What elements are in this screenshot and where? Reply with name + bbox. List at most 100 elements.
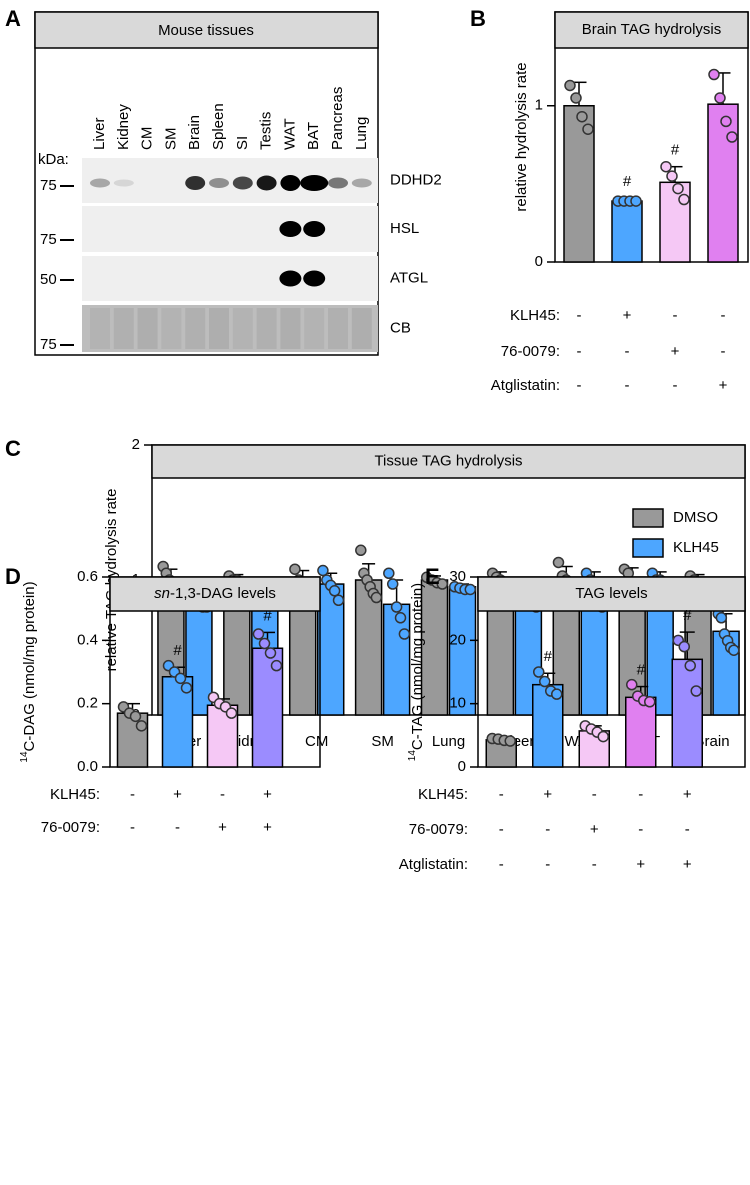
panel-letter: C xyxy=(5,436,21,461)
lane-stain xyxy=(328,308,348,349)
marker-label: 50 xyxy=(40,271,57,288)
lane-label: Brain xyxy=(186,115,203,150)
treatment-sign: + xyxy=(636,856,645,873)
treatment-name: 76-0079: xyxy=(501,343,560,360)
data-point xyxy=(728,644,740,656)
lane-label: SM xyxy=(162,128,179,151)
y-tick-label: 0.4 xyxy=(77,631,98,648)
lane-label: BAT xyxy=(305,122,322,150)
treatment-sign: + xyxy=(543,786,552,803)
legend-label: DMSO xyxy=(673,509,718,526)
panel-title: Mouse tissues xyxy=(158,22,254,39)
significance-mark: # xyxy=(683,607,692,624)
treatment-sign: - xyxy=(175,819,180,836)
lane-label: Kidney xyxy=(115,104,132,150)
data-point xyxy=(714,92,726,104)
data-point xyxy=(570,92,582,104)
treatment-sign: - xyxy=(577,377,582,394)
data-point xyxy=(539,675,551,688)
treatment-sign: - xyxy=(592,856,597,873)
data-point xyxy=(552,556,565,569)
lane-label: Lung xyxy=(353,117,370,150)
chart-title: Tissue TAG hydrolysis xyxy=(374,452,522,469)
treatment-sign: + xyxy=(173,786,182,803)
band xyxy=(280,175,301,191)
lane-stain xyxy=(161,308,182,349)
lane-stain xyxy=(304,308,325,349)
lane-stain xyxy=(137,308,158,349)
treatment-sign: - xyxy=(625,343,630,360)
treatment-sign: - xyxy=(721,307,726,324)
bar xyxy=(671,658,703,768)
treatment-sign: + xyxy=(683,786,692,803)
data-point xyxy=(180,682,193,694)
y-tick-label: 0.2 xyxy=(77,695,98,712)
treatment-sign: + xyxy=(263,786,272,803)
kda-label: kDa: xyxy=(38,151,69,168)
data-point xyxy=(258,637,271,650)
y-label-sup: 14 xyxy=(407,750,418,762)
lane-stain xyxy=(256,308,277,349)
band xyxy=(303,270,326,287)
data-point xyxy=(533,666,545,678)
data-point xyxy=(626,678,638,691)
treatment-name: KLH45: xyxy=(510,307,560,324)
y-label-sup: 14 xyxy=(19,751,30,763)
treatment-sign: + xyxy=(671,343,680,360)
data-point xyxy=(720,115,732,128)
significance-mark: # xyxy=(263,607,272,624)
treatment-sign: - xyxy=(685,821,690,838)
bar xyxy=(420,579,449,716)
data-point xyxy=(328,585,341,597)
y-tick-label: 1 xyxy=(535,97,543,114)
data-point xyxy=(708,68,720,81)
treatment-sign: - xyxy=(499,856,504,873)
data-point xyxy=(317,564,329,577)
y-label-text: C-DAG (nmol/mg protein) xyxy=(21,581,38,751)
title-text: Tissue TAG hydrolysis xyxy=(374,452,522,469)
strip-label: HSL xyxy=(390,220,419,237)
treatment-sign: - xyxy=(577,343,582,360)
strip-label: CB xyxy=(390,319,411,336)
band xyxy=(232,176,253,190)
data-point xyxy=(129,710,142,723)
x-tick-label: Brain xyxy=(695,733,730,750)
chart-title: sn-1,3-DAG levels xyxy=(154,585,276,602)
significance-mark: # xyxy=(637,662,646,679)
x-tick-label: CM xyxy=(305,733,328,750)
data-point xyxy=(383,567,395,579)
band xyxy=(279,221,302,237)
significance-mark: # xyxy=(671,142,680,159)
data-point xyxy=(355,544,367,557)
data-point xyxy=(264,647,277,659)
panel-letter: B xyxy=(470,6,486,31)
header-box xyxy=(477,576,746,612)
treatment-name: Atglistatin: xyxy=(491,377,560,394)
y-tick-label: 0.6 xyxy=(77,568,98,585)
treatment-sign: - xyxy=(130,819,135,836)
data-point xyxy=(436,578,449,590)
blot-strip xyxy=(82,256,378,301)
treatment-sign: - xyxy=(545,856,550,873)
data-point xyxy=(174,672,187,685)
data-point xyxy=(597,730,609,743)
lane-label: CM xyxy=(139,127,156,150)
treatment-name: 76-0079: xyxy=(409,821,468,838)
significance-mark: # xyxy=(173,642,182,659)
bar xyxy=(611,200,643,263)
data-point xyxy=(504,735,516,747)
data-point xyxy=(390,601,403,613)
treatment-sign: - xyxy=(638,821,643,838)
title-text: Brain TAG hydrolysis xyxy=(582,21,722,38)
header-box xyxy=(151,444,746,479)
lane-stain xyxy=(351,308,372,349)
data-point xyxy=(386,578,399,590)
data-point xyxy=(672,182,684,195)
data-point xyxy=(576,110,588,123)
y-tick-label: 0 xyxy=(535,253,543,270)
data-point xyxy=(551,688,563,700)
x-tick-label: Lung xyxy=(432,733,465,750)
treatment-sign: + xyxy=(263,819,272,836)
band xyxy=(300,175,329,191)
